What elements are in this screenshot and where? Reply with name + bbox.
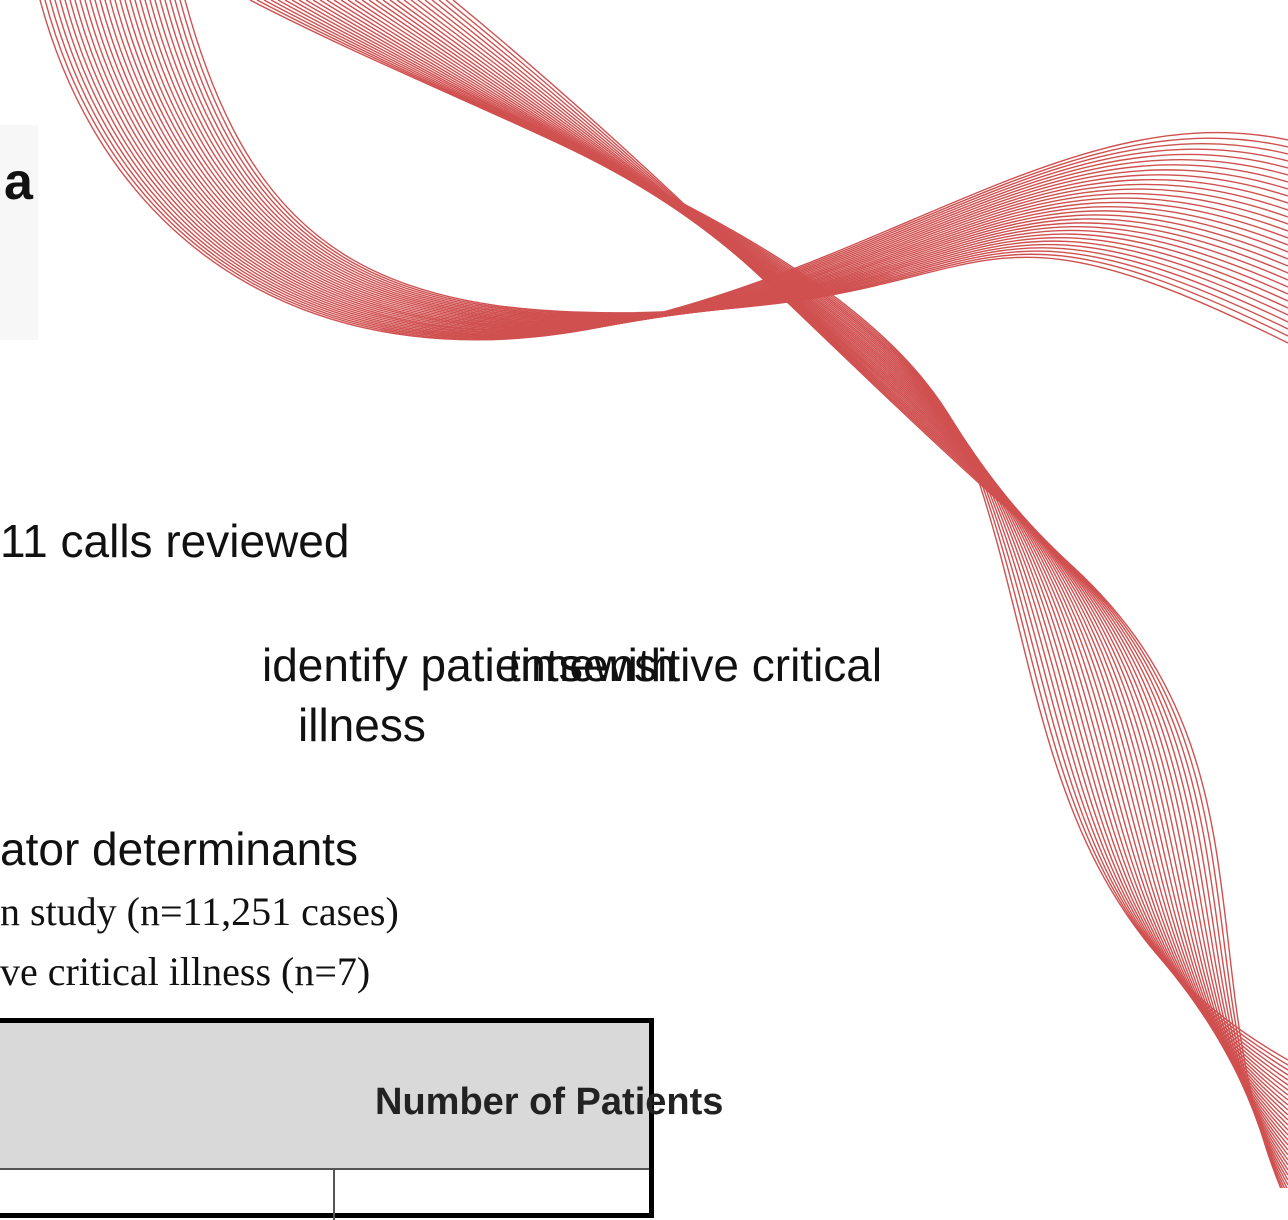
table-divider — [333, 1170, 335, 1220]
wave-line — [140, 0, 1288, 321]
wave-line — [369, 0, 1288, 1145]
wave-line — [446, 0, 1288, 1188]
wave-line — [383, 0, 1288, 1155]
table-header-text: Number of Patients — [375, 1081, 723, 1124]
wave-line — [257, 0, 1288, 1065]
wave-line — [418, 0, 1288, 1180]
bullet: ator determinants — [0, 822, 358, 876]
wave-line — [376, 0, 1288, 1150]
wave-line — [341, 0, 1288, 1125]
wave-line — [40, 0, 1288, 340]
wave-line — [432, 0, 1288, 1188]
wave-line — [105, 0, 1288, 327]
wave-line — [334, 0, 1288, 1120]
wave-line — [50, 0, 1288, 338]
wave-line — [439, 0, 1288, 1188]
wave-line — [95, 0, 1288, 329]
wave-line — [362, 0, 1288, 1140]
wave-decoration — [0, 0, 1288, 1188]
wave-line — [453, 0, 1288, 1188]
wave-line — [90, 0, 1288, 330]
table: Number of Patients — [0, 1018, 654, 1218]
wave-line — [348, 0, 1288, 1130]
wave-line — [55, 0, 1288, 337]
wave-line — [45, 0, 1288, 339]
wave-line — [65, 0, 1288, 335]
slide: {"title_fragment": "a", "bullets": ["11 … — [0, 0, 1288, 1188]
bullet: 11 calls reviewed — [0, 514, 349, 568]
wave-line — [271, 0, 1288, 1075]
sub-bullet: n study (n=11,251 cases) — [0, 888, 399, 935]
wave-line — [425, 0, 1288, 1185]
wave-line — [100, 0, 1288, 328]
wave-line — [411, 0, 1288, 1175]
wave-line — [327, 0, 1288, 1115]
sub-bullet: ve critical illness (n=7) — [0, 948, 370, 995]
wave-line — [60, 0, 1288, 336]
wave-line — [390, 0, 1288, 1160]
bullet: illness — [298, 698, 426, 752]
bullet: sensitive critical — [560, 638, 882, 692]
